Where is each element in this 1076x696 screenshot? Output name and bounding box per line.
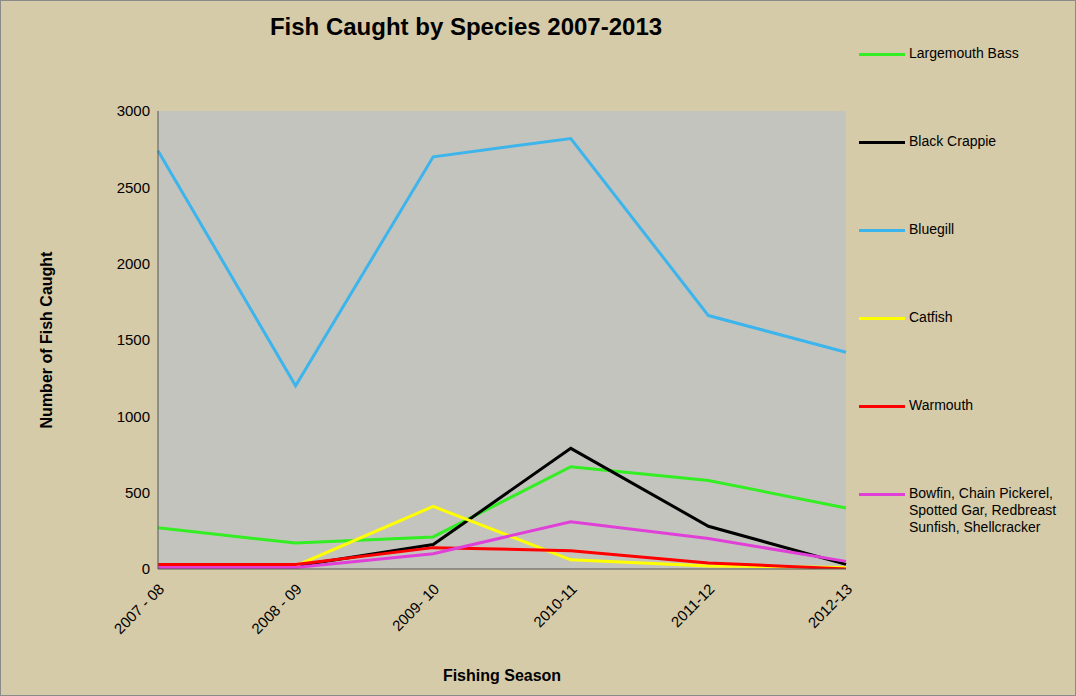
svg-text:0: 0 — [142, 560, 150, 577]
svg-text:2000: 2000 — [117, 255, 150, 272]
svg-text:1000: 1000 — [117, 408, 150, 425]
html-text:Largemouth Bass: Largemouth Bass — [909, 45, 1019, 61]
svg-text:2012-13: 2012-13 — [804, 580, 855, 631]
svg-text:2011-12: 2011-12 — [667, 580, 717, 630]
svg-text:Number of Fish Caught: Number of Fish Caught — [38, 251, 55, 429]
svg-text:Fishing Season: Fishing Season — [443, 667, 561, 684]
html-text:Catfish: Catfish — [909, 309, 953, 325]
svg-text:2007 - 08: 2007 - 08 — [110, 580, 167, 637]
svg-text:2010-11: 2010-11 — [530, 580, 580, 630]
html-text:Bowfin, Chain Pickerel, Spotte: Bowfin, Chain Pickerel, Spotted Gar, Red… — [909, 485, 1057, 535]
svg-text:1500: 1500 — [117, 331, 150, 348]
html-text:Warmouth: Warmouth — [909, 397, 974, 413]
html-text:Black Crappie: Black Crappie — [909, 133, 997, 149]
svg-text:2008 - 09: 2008 - 09 — [248, 580, 305, 637]
html-text:Fish Caught by Species 2007-20: Fish Caught by Species 2007-2013 — [269, 13, 663, 40]
svg-text:500: 500 — [125, 484, 150, 501]
svg-text:3000: 3000 — [117, 102, 150, 119]
svg-text:2500: 2500 — [117, 179, 150, 196]
html-text:Bluegill: Bluegill — [909, 221, 955, 237]
svg-text:2009- 10: 2009- 10 — [388, 580, 442, 634]
